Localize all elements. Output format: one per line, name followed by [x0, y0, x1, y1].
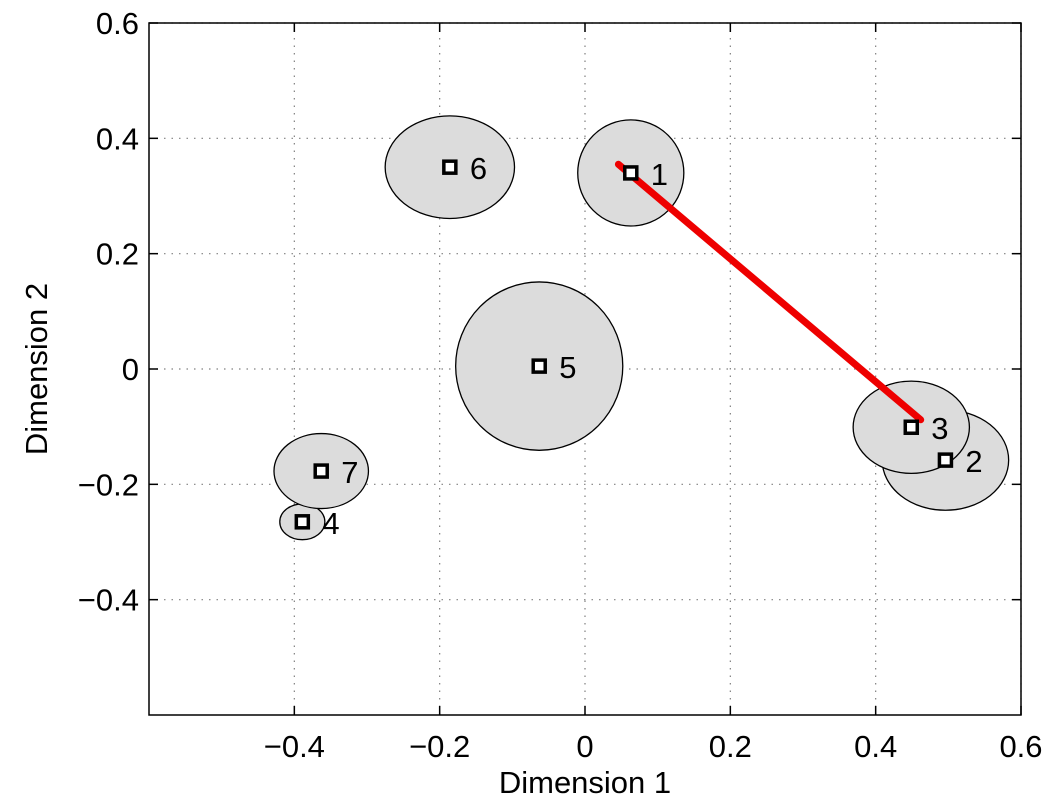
connection-lines [614, 160, 925, 424]
y-tick-label: 0.4 [96, 121, 139, 156]
point-marker-5 [531, 358, 547, 374]
y-tick-label: −0.4 [78, 583, 139, 618]
x-tick-label: 0.2 [709, 729, 752, 764]
point-label-7: 7 [341, 455, 358, 490]
point-label-2: 2 [965, 444, 982, 479]
point-marker-7 [313, 463, 329, 479]
axis-ticks [149, 22, 1022, 715]
y-tick-label: 0.6 [96, 6, 139, 41]
y-axis-label: Dimension 2 [19, 283, 54, 455]
point-label-4: 4 [322, 506, 339, 541]
point-marker-1 [623, 165, 639, 181]
point-label-6: 6 [470, 151, 487, 186]
y-tick-label: 0 [122, 352, 139, 387]
x-tick-label: −0.2 [409, 729, 470, 764]
point-label-5: 5 [559, 350, 576, 385]
y-tick-labels: −0.4 −0.2 0 0.2 0.4 0.6 [78, 6, 139, 618]
point-marker-4 [294, 514, 311, 530]
point-marker-2 [937, 452, 954, 468]
point-marker-3 [903, 419, 920, 435]
x-tick-label: 0.6 [999, 729, 1042, 764]
x-axis-label: Dimension 1 [499, 765, 671, 800]
x-tick-label: 0.4 [854, 729, 897, 764]
connection-line [614, 160, 925, 424]
x-tick-labels: −0.4 −0.2 0 0.2 0.4 0.6 [264, 729, 1043, 764]
point-label-3: 3 [931, 411, 948, 446]
point-marker-6 [442, 159, 458, 175]
y-tick-label: −0.2 [78, 467, 139, 502]
x-tick-label: 0 [576, 729, 593, 764]
x-tick-label: −0.4 [264, 729, 325, 764]
y-tick-label: 0.2 [96, 237, 139, 272]
point-label-1: 1 [651, 157, 668, 192]
point-markers [294, 159, 954, 530]
